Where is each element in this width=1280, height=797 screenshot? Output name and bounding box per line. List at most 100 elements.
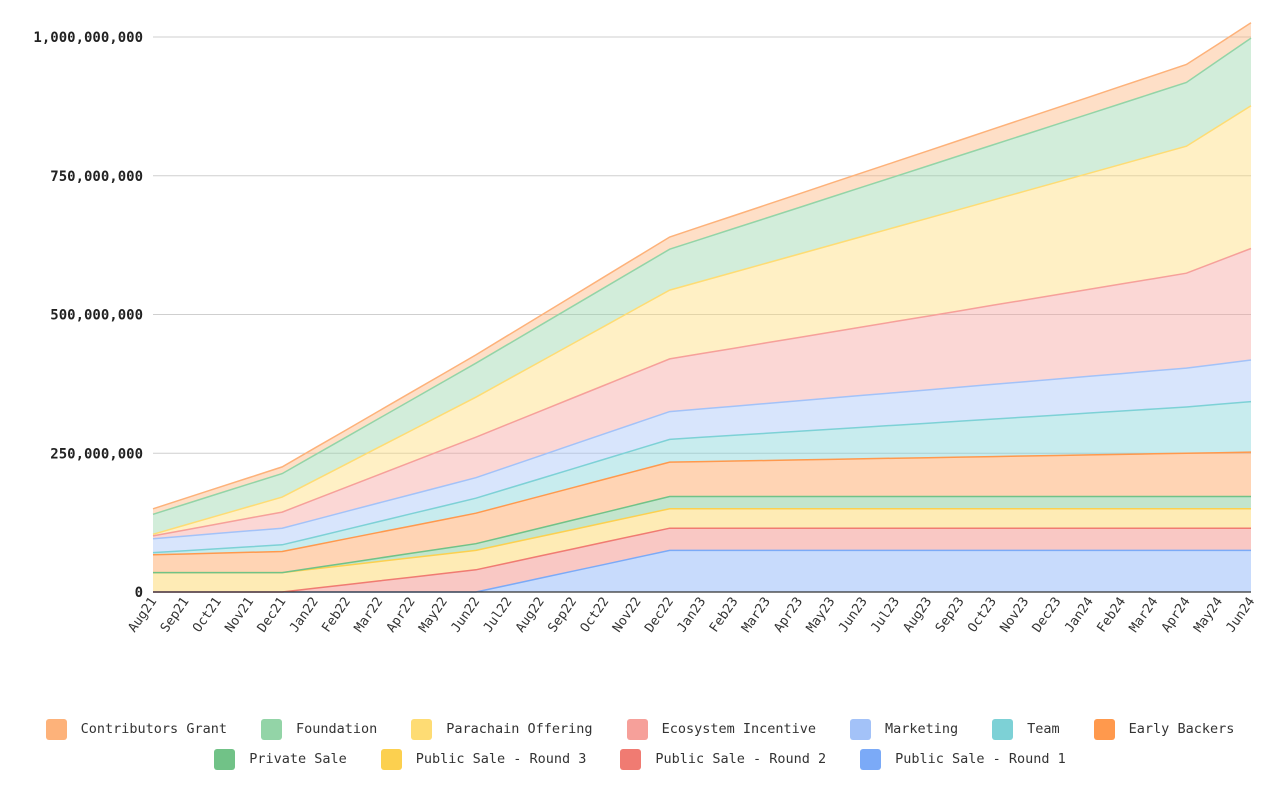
y-tick-label: 750,000,000 (50, 169, 143, 185)
x-tick-label: Oct23 (965, 595, 1000, 636)
area-layer (153, 22, 1251, 592)
area-foundation (153, 38, 1251, 535)
legend-row: Contributors Grant Foundation Parachain … (0, 714, 1280, 744)
x-tick-label: Sep23 (933, 595, 968, 636)
y-tick-label: 1,000,000,000 (33, 30, 143, 46)
legend-label: Public Sale - Round 1 (895, 751, 1066, 767)
legend: Contributors Grant Foundation Parachain … (0, 714, 1280, 774)
y-axis: 0 250,000,000 500,000,000 750,000,000 1,000,… (33, 30, 143, 601)
x-tick-label: Mar23 (739, 595, 774, 636)
x-tick-label: Jul22 (481, 595, 516, 636)
line-contributors-grant (152, 22, 1252, 510)
x-tick-label: Apr24 (1159, 595, 1194, 636)
legend-item-ecosystem-incentive[interactable]: Ecosystem Incentive (626, 718, 816, 740)
x-tick-label: Jan23 (675, 595, 710, 636)
line-parachain-offering (152, 105, 1252, 536)
legend-item-team[interactable]: Team (992, 718, 1060, 740)
legend-label: Private Sale (249, 751, 347, 767)
x-tick-label: Jan24 (1062, 595, 1097, 636)
legend-swatch (45, 718, 67, 740)
legend-swatch (620, 748, 642, 770)
x-tick-label: Aug21 (126, 595, 161, 636)
area-private-sale (153, 496, 1251, 573)
legend-label: Public Sale - Round 3 (415, 751, 587, 767)
legend-swatch (380, 748, 402, 770)
x-tick-label: Aug23 (901, 595, 936, 636)
area-team (153, 401, 1251, 555)
line-private-sale (153, 495, 1251, 574)
y-tick-label: 250,000,000 (50, 446, 143, 462)
legend-swatch (411, 718, 433, 740)
area-parachain-offering (153, 105, 1251, 536)
area-public-sale-round-1 (153, 550, 1251, 592)
legend-item-early-backers[interactable]: Early Backers (1093, 718, 1235, 740)
x-tick-label: Jun24 (1224, 595, 1259, 636)
x-tick-label: May22 (416, 595, 451, 636)
legend-swatch (1093, 718, 1115, 740)
area-public-sale-round-3 (153, 508, 1251, 592)
legend-item-public-sale-round-1[interactable]: Public Sale - Round 1 (860, 748, 1066, 770)
legend-label: Early Backers (1128, 721, 1235, 737)
x-tick-label: Apr23 (771, 595, 806, 636)
line-marketing (152, 359, 1252, 540)
legend-row: Private Sale Public Sale - Round 3 Publi… (0, 744, 1280, 774)
legend-item-parachain-offering[interactable]: Parachain Offering (411, 718, 593, 740)
x-tick-label: Apr22 (384, 595, 419, 636)
x-tick-label: Jul23 (868, 595, 903, 636)
x-tick-label: Aug22 (513, 595, 548, 636)
line-public-sale-round-2 (153, 527, 1251, 593)
legend-item-foundation[interactable]: Foundation (260, 718, 378, 740)
stacked-area-chart: 0 250,000,000 500,000,000 750,000,000 1,000,… (33, 22, 1259, 636)
x-tick-label: Nov21 (222, 595, 257, 636)
x-tick-label: Nov23 (997, 595, 1032, 636)
x-axis: Aug21Sep21Oct21Nov21Dec21Jan22Feb22Mar22… (126, 591, 1259, 636)
line-team (152, 400, 1252, 554)
x-tick-label: Mar22 (352, 595, 387, 636)
x-tick-label: Jun22 (448, 595, 483, 636)
legend-item-marketing[interactable]: Marketing (850, 718, 959, 740)
x-tick-label: Feb23 (707, 595, 742, 636)
x-tick-label: Nov22 (610, 595, 645, 636)
area-marketing (153, 360, 1251, 553)
x-tick-label: Dec23 (1030, 595, 1065, 636)
legend-item-contributors-grant[interactable]: Contributors Grant (45, 718, 227, 740)
x-tick-label: Mar24 (1127, 595, 1162, 636)
legend-swatch (992, 718, 1014, 740)
legend-item-public-sale-round-3[interactable]: Public Sale - Round 3 (380, 748, 587, 770)
legend-item-public-sale-round-2[interactable]: Public Sale - Round 2 (620, 748, 827, 770)
x-tick-label: Oct21 (190, 595, 225, 636)
legend-swatch (626, 718, 648, 740)
x-tick-label: Oct22 (578, 595, 613, 636)
x-tick-label: Dec22 (642, 595, 677, 636)
area-contributors-grant (153, 22, 1251, 515)
y-tick-label: 0 (135, 585, 143, 601)
x-tick-label: Feb22 (319, 595, 354, 636)
legend-label: Parachain Offering (446, 721, 593, 737)
legend-label: Team (1027, 721, 1060, 737)
legend-label: Foundation (295, 721, 378, 737)
legend-swatch (260, 718, 282, 740)
area-early-backers (153, 452, 1251, 573)
legend-swatch (860, 748, 882, 770)
line-ecosystem-incentive (152, 247, 1252, 537)
line-public-sale-round-3 (153, 508, 1251, 574)
x-tick-label: Sep21 (158, 595, 193, 636)
legend-swatch (214, 748, 236, 770)
x-tick-label: Jan22 (287, 595, 322, 636)
legend-label: Contributors Grant (80, 721, 227, 737)
legend-label: Marketing (885, 721, 959, 737)
line-foundation (152, 37, 1252, 516)
x-tick-label: Feb24 (1094, 595, 1129, 636)
x-tick-label: May23 (804, 595, 839, 636)
line-early-backers (152, 451, 1252, 556)
x-tick-label: Jun23 (836, 595, 871, 636)
area-ecosystem-incentive (153, 248, 1251, 539)
x-tick-label: May24 (1191, 595, 1226, 636)
legend-item-private-sale[interactable]: Private Sale (214, 748, 347, 770)
y-tick-label: 500,000,000 (50, 308, 143, 324)
legend-label: Public Sale - Round 2 (655, 751, 827, 767)
legend-label: Ecosystem Incentive (661, 721, 816, 737)
x-tick-label: Dec21 (255, 595, 290, 636)
legend-swatch (850, 718, 871, 740)
x-tick-label: Sep22 (545, 595, 580, 636)
